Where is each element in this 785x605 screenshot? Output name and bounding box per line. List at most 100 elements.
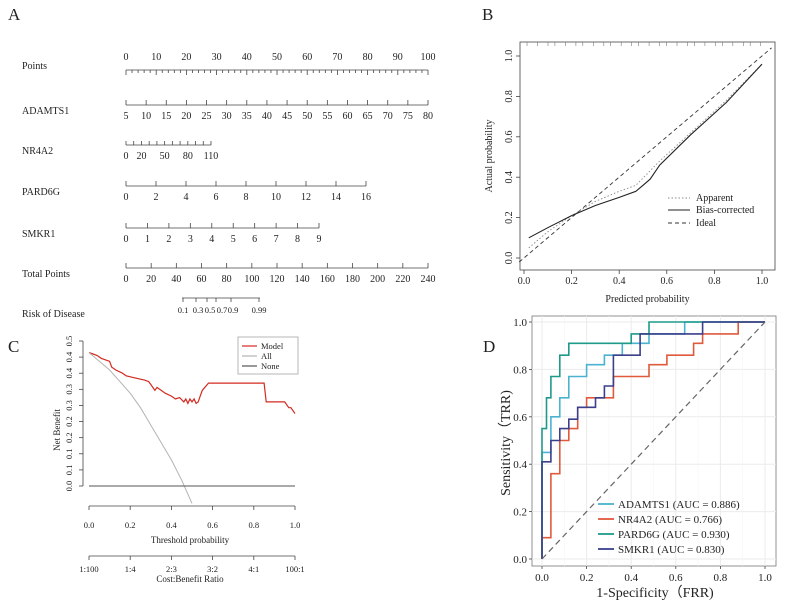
nomogram-tick-label: 160 bbox=[320, 274, 335, 285]
nomogram-tick-label: 10 bbox=[151, 52, 161, 63]
nomogram-tick-label: 40 bbox=[171, 274, 181, 285]
y-tick-label: 0.0 bbox=[513, 554, 527, 566]
panel-label-A: A bbox=[8, 5, 21, 24]
nomogram-tick-label: 20 bbox=[146, 274, 156, 285]
nomogram-tick-label: 14 bbox=[331, 192, 341, 203]
roc-reference-line bbox=[541, 321, 766, 560]
y-axis-label: Net Benefit bbox=[52, 409, 62, 451]
y-tick-label: 0.6 bbox=[513, 412, 527, 424]
panel-label-C: C bbox=[8, 337, 19, 356]
nomogram-tick-label: 5 bbox=[124, 111, 129, 122]
x-tick-label: 0.0 bbox=[84, 520, 95, 530]
nomogram-tick-label: 8 bbox=[295, 234, 300, 245]
nomogram-tick-label: 80 bbox=[222, 274, 232, 285]
x2-tick-label: 3:2 bbox=[207, 564, 218, 574]
nomogram-tick-label: 90 bbox=[393, 52, 403, 63]
nomogram-tick-label: 50 bbox=[272, 52, 282, 63]
nomogram-tick-label: 100 bbox=[244, 274, 259, 285]
legend-label: SMKR1 (AUC = 0.830) bbox=[618, 544, 725, 556]
nomogram-tick-label: 3 bbox=[188, 234, 193, 245]
x-tick-label: 0.6 bbox=[661, 276, 674, 287]
nomogram-tick-label: 50 bbox=[302, 111, 312, 122]
nomogram-row-label: ADAMTS1 bbox=[22, 106, 69, 117]
nomogram-tick-label: 70 bbox=[332, 52, 342, 63]
legend-label: None bbox=[261, 361, 280, 371]
x-tick-label: 0.4 bbox=[613, 276, 626, 287]
roc-curve-nr4a2 bbox=[541, 321, 765, 559]
dca-line-model bbox=[88, 352, 296, 414]
roc-curve-smkr1 bbox=[541, 321, 765, 559]
risk-tick-label: 0.3 bbox=[193, 305, 204, 315]
nomogram-row-label: Points bbox=[22, 61, 47, 72]
nomogram-tick-label: 40 bbox=[262, 111, 272, 122]
nomogram-tick-label: 70 bbox=[383, 111, 393, 122]
y-tick-label: 0.2 bbox=[64, 432, 74, 443]
legend-label: Model bbox=[261, 341, 284, 351]
x-tick-label: 0.2 bbox=[565, 276, 578, 287]
x2-tick-label: 4:1 bbox=[248, 564, 259, 574]
x-tick-label: 1.0 bbox=[758, 572, 772, 584]
y-tick-label: 0.4 bbox=[504, 171, 515, 184]
x-tick-label: 0.6 bbox=[669, 572, 683, 584]
x-tick-label: 0.8 bbox=[708, 276, 721, 287]
nomogram-tick-label: 45 bbox=[282, 111, 292, 122]
nomogram-tick-label: 60 bbox=[197, 274, 207, 285]
nomogram-tick-label: 180 bbox=[345, 274, 360, 285]
y-tick-label: 0.8 bbox=[504, 90, 515, 103]
nomogram-tick-label: 110 bbox=[204, 151, 219, 162]
nomogram-tick-label: 9 bbox=[317, 234, 322, 245]
nomogram-tick-label: 60 bbox=[302, 52, 312, 63]
nomogram-tick-label: 220 bbox=[395, 274, 410, 285]
y-tick-label: 0.6 bbox=[504, 131, 515, 144]
x-tick-label: 1.0 bbox=[756, 276, 769, 287]
nomogram-tick-label: 0 bbox=[124, 151, 129, 162]
nomogram-tick-label: 55 bbox=[322, 111, 332, 122]
nomogram-tick-label: 20 bbox=[136, 151, 146, 162]
x-tick-label: 0.0 bbox=[518, 276, 531, 287]
legend-label: Ideal bbox=[696, 218, 716, 229]
nomogram-tick-label: 0 bbox=[124, 274, 129, 285]
nomogram-tick-label: 2 bbox=[166, 234, 171, 245]
y-axis-label: Sensitivity（TRR) bbox=[498, 390, 514, 496]
x-tick-label: 0.2 bbox=[125, 520, 136, 530]
nomogram-tick-label: 80 bbox=[363, 52, 373, 63]
x-tick-label: 1.0 bbox=[290, 520, 301, 530]
x-axis-label: 1-Specificity（FRR) bbox=[596, 585, 714, 601]
y-tick-label: 0.8 bbox=[513, 364, 527, 376]
nomogram-tick-label: 8 bbox=[244, 192, 249, 203]
nomogram-tick-label: 80 bbox=[423, 111, 433, 122]
nomogram-tick-label: 4 bbox=[184, 192, 189, 203]
legend-label: Apparent bbox=[696, 193, 733, 204]
x-tick-label: 0.0 bbox=[535, 572, 549, 584]
y-tick-label: 0.4 bbox=[64, 351, 74, 362]
y-tick-label: 0.3 bbox=[64, 400, 74, 411]
nomogram-tick-label: 2 bbox=[154, 192, 159, 203]
y-tick-label: 0.5 bbox=[64, 336, 74, 347]
nomogram-tick-label: 75 bbox=[403, 111, 413, 122]
y-tick-label: 1.0 bbox=[504, 50, 515, 63]
nomogram-tick-label: 65 bbox=[363, 111, 373, 122]
dca-line-all bbox=[88, 352, 193, 504]
risk-tick-label: 0.99 bbox=[252, 305, 267, 315]
nomogram-tick-label: 80 bbox=[183, 151, 193, 162]
y-tick-label: 0.4 bbox=[64, 367, 74, 378]
nomogram-tick-label: 30 bbox=[212, 52, 222, 63]
legend-label: NR4A2 (AUC = 0.766) bbox=[618, 514, 722, 526]
nomogram-tick-label: 0 bbox=[124, 52, 129, 63]
nomogram-tick-label: 7 bbox=[274, 234, 279, 245]
nomogram-tick-label: 140 bbox=[295, 274, 310, 285]
x-tick-label: 0.8 bbox=[248, 520, 259, 530]
x-tick-label: 0.6 bbox=[207, 520, 218, 530]
y-tick-label: 0.0 bbox=[64, 481, 74, 492]
legend-label: ADAMTS1 (AUC = 0.886) bbox=[618, 499, 740, 511]
x-tick-label: 0.4 bbox=[624, 572, 638, 584]
calibration-line-ideal bbox=[518, 47, 772, 263]
nomogram-tick-label: 1 bbox=[145, 234, 150, 245]
legend-label: PARD6G (AUC = 0.930) bbox=[618, 529, 730, 541]
nomogram-tick-label: 50 bbox=[160, 151, 170, 162]
x-tick-label: 0.8 bbox=[714, 572, 728, 584]
nomogram-tick-label: 240 bbox=[421, 274, 436, 285]
x-tick-label: 0.4 bbox=[166, 520, 177, 530]
nomogram-tick-label: 6 bbox=[214, 192, 219, 203]
